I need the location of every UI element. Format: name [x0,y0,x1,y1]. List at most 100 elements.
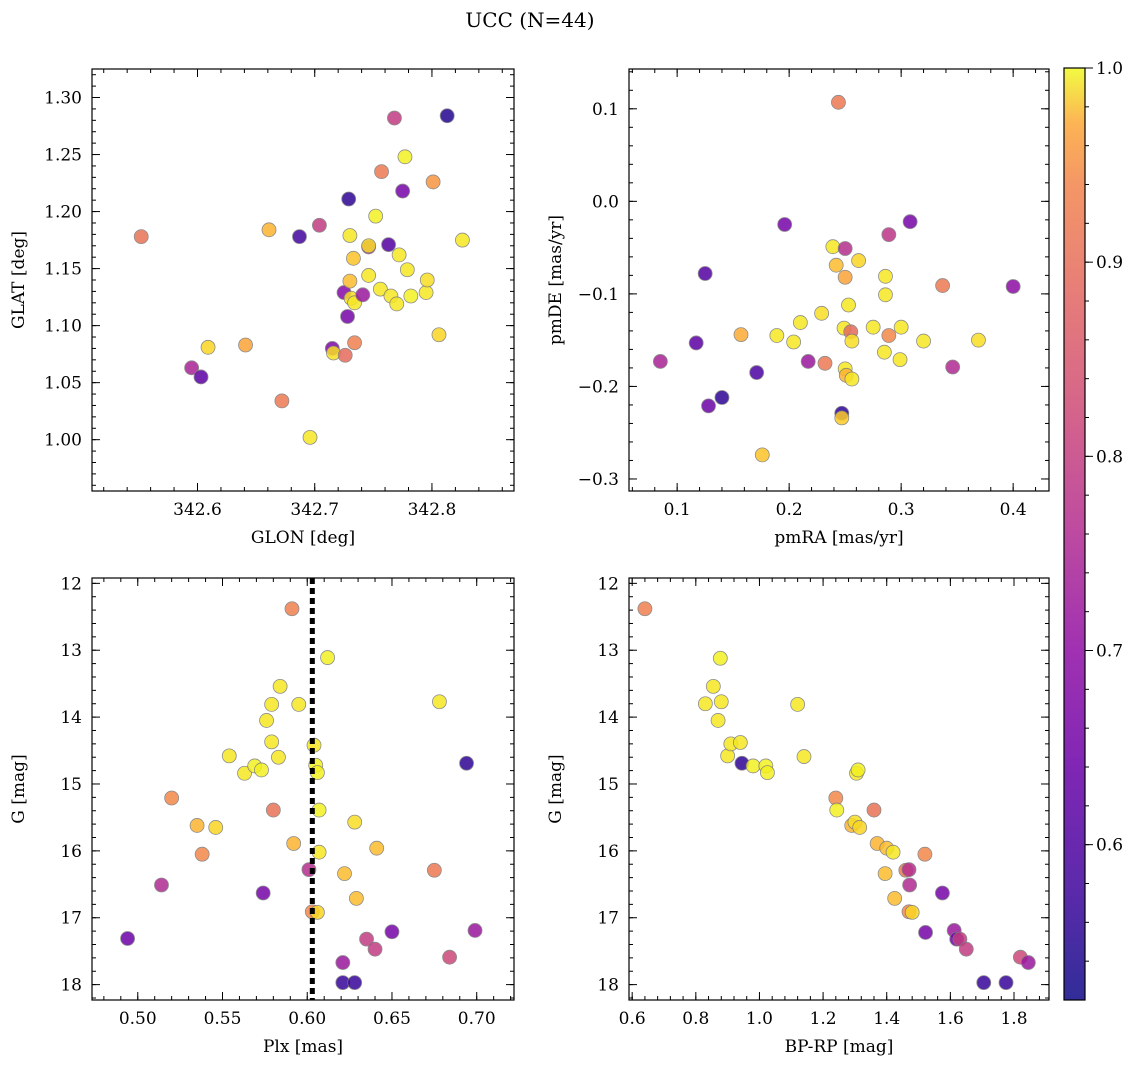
data-point [381,237,396,253]
data-point [221,748,237,764]
colorbar-tick-label: 0.7 [1096,642,1123,662]
data-point [340,309,355,324]
x-tick-label: 1.0 [746,1009,773,1029]
data-point [733,327,749,343]
y-tick-label: 1.20 [44,203,82,223]
data-point [337,347,353,363]
x-tick-label: 0.55 [204,1009,242,1029]
data-point [844,333,860,349]
data-point [399,262,415,278]
colorbar-ticks: 0.6 0.7 0.8 0.9 1.0 [1085,59,1123,962]
data-point [904,904,920,920]
x-tick-label: 0.65 [373,1009,411,1029]
x-tick-label: 342.6 [173,500,222,520]
data-point [790,696,806,712]
data-point [760,765,775,781]
data-point [432,694,447,710]
data-point [713,694,729,710]
data-point [878,268,893,284]
data-point [154,877,169,893]
data-point [425,174,441,190]
data-point [265,802,281,818]
data-point [374,164,389,180]
data-point [264,696,280,712]
data-point [732,735,748,750]
data-point [796,749,812,764]
data-point [901,862,917,877]
data-point [749,365,765,380]
data-point [264,734,280,750]
x-tick-label: 342.7 [290,500,339,520]
y-tick-label: 13 [60,641,82,661]
data-point [876,344,892,360]
data-point [958,941,974,957]
y-tick-label: −0.3 [578,470,619,490]
panel-cmd: 0.6 0.8 1.0 1.2 1.4 1.6 1.8 12 13 14 15 16 17 18 BP-RP… [546,574,1050,1057]
data-point [852,820,868,835]
data-point [844,371,860,387]
data-point [688,335,704,351]
x-axis-label: pmRA [mas/yr] [774,528,903,548]
data-point [887,890,903,906]
data-point [865,319,881,335]
data-point [892,352,908,367]
x-tick-label: 342.8 [408,500,457,520]
data-point [261,222,277,238]
data-point [831,94,846,110]
y-tick-label: 1.25 [44,146,82,166]
data-point [701,398,716,414]
data-point [714,390,730,405]
panels: 342.6 342.7 342.8 1.00 1.05 1.10 1.15 1.20 1.25 1… [9,68,1050,1057]
y-tick-label: 14 [597,708,619,728]
figure-title: UCC (N=44) [465,8,594,32]
axes-frame [91,68,515,492]
data-point [389,296,405,312]
y-tick-label: 14 [60,708,82,728]
data-point [917,846,933,862]
data-point [841,297,856,313]
data-point [792,315,808,330]
y-tick-label: 17 [597,909,619,929]
data-point [347,814,363,830]
data-point [403,288,419,304]
y-tick-label: 1.00 [44,431,82,451]
colorbar-tick-label: 0.9 [1096,253,1123,273]
y-tick-label: 0.0 [592,192,619,212]
colorbar: 0.6 0.7 0.8 0.9 1.0 [1063,59,1123,1001]
data-point [189,818,205,833]
data-point [455,232,470,248]
data-point [745,758,761,774]
data-point [902,214,918,230]
y-tick-label: 0.1 [592,100,619,120]
data-point [945,359,961,375]
data-point [419,272,435,288]
x-tick-label: 0.60 [288,1009,326,1029]
data-point [837,269,853,285]
data-point [877,866,893,882]
x-tick-label: 0.8 [682,1009,709,1029]
data-point [652,354,668,369]
x-tick-label: 0.6 [619,1009,646,1029]
x-axis-label: GLON [deg] [251,528,355,548]
x-tick-label: 0.1 [664,500,691,520]
data-point [837,241,853,256]
data-point [342,273,358,289]
data-point [387,110,402,126]
y-axis-label: G [mag] [546,754,566,823]
data-point [998,975,1014,991]
axes-frame [628,577,1050,1001]
data-point [825,239,841,255]
data-point [200,339,216,355]
y-tick-label: 13 [597,641,619,661]
data-point [814,305,830,321]
y-tick-label: 18 [60,976,82,996]
x-axis-label: Plx [mas] [263,1037,343,1057]
data-point [320,650,335,665]
y-axis-label: GLAT [deg] [9,231,29,329]
panel-pos: 342.6 342.7 342.8 1.00 1.05 1.10 1.15 1.20 1.25 1… [9,68,515,548]
data-point [697,696,713,712]
data-point [467,923,483,938]
y-tick-label: 16 [60,842,82,862]
x-tick-label: 0.2 [776,500,803,520]
